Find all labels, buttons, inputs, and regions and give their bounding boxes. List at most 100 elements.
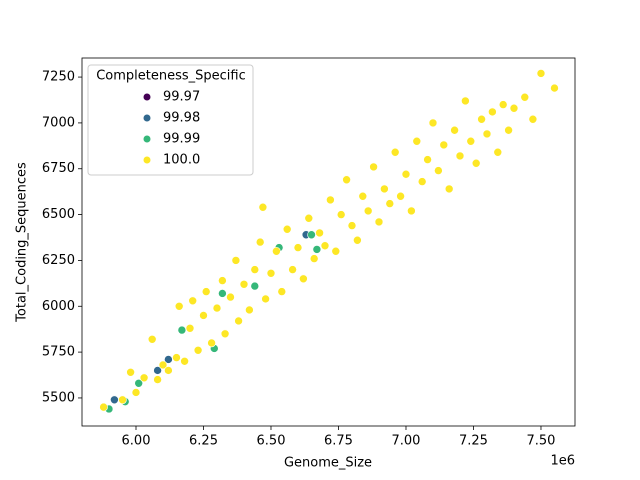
scatter-point: [428, 118, 438, 128]
legend-marker: [143, 156, 151, 164]
y-tick-label: 6000: [42, 299, 75, 314]
scatter-point: [180, 356, 189, 366]
scatter-point: [309, 254, 319, 263]
scatter-point: [299, 274, 308, 284]
scatter-point: [434, 166, 443, 175]
scatter-point: [177, 325, 187, 335]
scatter-point: [188, 296, 197, 306]
scatter-point: [199, 311, 208, 320]
x-offset-label: 1e6: [550, 454, 575, 469]
scatter-point: [326, 195, 335, 205]
scatter-point: [423, 155, 432, 164]
scatter-point: [220, 329, 230, 339]
scatter-point: [193, 345, 203, 355]
scatter-point: [312, 245, 322, 254]
legend-marker: [143, 93, 151, 101]
scatter-point: [444, 184, 454, 194]
scatter-point: [164, 366, 173, 375]
scatter-point: [110, 395, 119, 405]
scatter-point: [282, 224, 292, 234]
scatter-point: [172, 353, 181, 362]
y-tick-label: 5500: [42, 390, 75, 405]
legend-marker: [143, 135, 151, 143]
scatter-point: [201, 287, 211, 296]
scatter-point: [455, 151, 465, 161]
x-tick-label: 7.00: [392, 434, 421, 449]
y-tick-label: 6250: [42, 253, 75, 268]
legend-label: 99.98: [163, 111, 200, 126]
scatter-point: [118, 395, 127, 405]
scatter-point: [471, 158, 481, 168]
y-tick-label: 7250: [42, 70, 75, 85]
x-tick-label: 6.50: [257, 434, 286, 449]
scatter-point: [126, 367, 135, 377]
x-tick-label: 6.00: [122, 434, 151, 449]
scatter-point: [258, 202, 268, 212]
scatter-point: [528, 114, 538, 124]
scatter-point: [320, 241, 330, 251]
legend-marker: [143, 114, 151, 122]
scatter-point: [466, 136, 476, 146]
x-axis-label: Genome_Size: [284, 456, 372, 471]
scatter-point: [347, 221, 357, 230]
scatter-point: [385, 199, 395, 208]
scatter-point: [342, 175, 351, 185]
y-tick-label: 7000: [42, 115, 75, 130]
scatter-point: [272, 246, 281, 256]
scatter-point: [147, 334, 157, 344]
x-tick-label: 7.50: [527, 434, 556, 449]
scatter-point: [498, 100, 508, 109]
scatter-point: [153, 375, 162, 384]
scatter-point: [407, 206, 416, 216]
scatter-point: [99, 402, 108, 412]
legend-box: [87, 64, 254, 176]
scatter-point: [363, 206, 373, 216]
scatter-point: [153, 366, 162, 375]
y-tick-label: 5750: [42, 345, 75, 360]
scatter-point: [401, 169, 411, 179]
scatter-point: [131, 388, 141, 397]
legend-title: Completeness_Specific: [96, 69, 246, 84]
scatter-point: [174, 301, 184, 311]
legend-label: 99.99: [163, 132, 200, 147]
scatter-point: [520, 92, 530, 102]
scatter-point: [412, 136, 422, 146]
scatter-point: [212, 303, 222, 313]
scatter-point: [482, 129, 492, 139]
scatter-point: [369, 162, 378, 172]
scatter-point: [336, 210, 346, 219]
scatter-point: [293, 243, 303, 252]
legend-label: 99.97: [163, 90, 200, 105]
scatter-point: [315, 228, 324, 238]
scatter-point: [139, 373, 149, 383]
scatter-point: [158, 360, 168, 370]
scatter-point: [550, 83, 559, 93]
scatter-point: [288, 265, 297, 274]
scatter-point: [250, 265, 260, 274]
scatter-point: [504, 125, 513, 135]
scatter-point: [331, 246, 341, 256]
legend-label: 100.0: [163, 153, 200, 168]
scatter-point: [185, 323, 195, 333]
y-tick-label: 6750: [42, 161, 75, 176]
scatter-point: [461, 96, 470, 106]
scatter-point: [218, 289, 227, 298]
scatter-point: [353, 235, 362, 245]
scatter-point: [390, 147, 400, 157]
scatter-point: [226, 292, 235, 302]
scatter-point: [245, 305, 254, 315]
scatter-point: [218, 276, 227, 285]
scatter-point: [255, 237, 265, 247]
scatter-point: [417, 177, 427, 186]
scatter-point: [536, 69, 546, 78]
scatter-point: [266, 268, 276, 278]
scatter-point: [250, 281, 260, 291]
scatter-point: [358, 191, 368, 201]
scatter-point: [439, 140, 449, 150]
y-tick-label: 6500: [42, 207, 75, 222]
scatter-point: [380, 184, 389, 194]
scatter-point: [234, 316, 243, 326]
scatter-point: [164, 355, 173, 364]
scatter-point: [488, 107, 497, 117]
